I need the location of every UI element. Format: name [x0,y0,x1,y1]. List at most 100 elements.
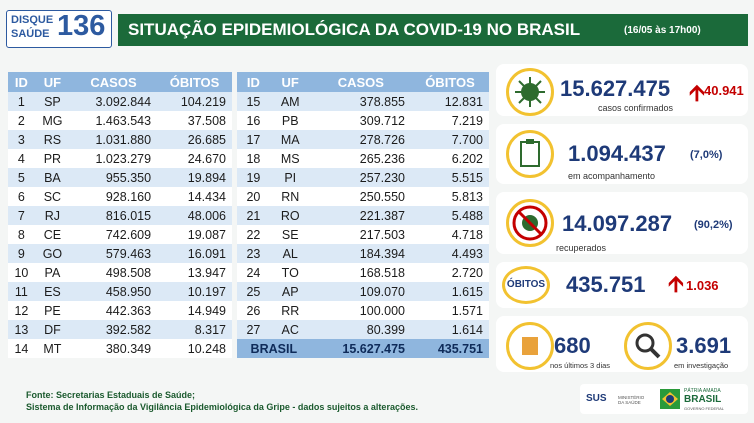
recent-value: 680 [554,333,591,358]
deaths-value: 435.751 [566,272,646,297]
cell: 442.363 [70,301,158,320]
date: (16/05 às 17h00) [624,25,701,36]
cell: PR [34,149,71,168]
table-row: 2 MG 1.463.543 37.508 [8,111,232,130]
header-row: ID UF CASOS ÓBITOS [237,72,489,92]
table-row: 18 MS 265.236 6.202 [237,149,489,168]
virus-icon [506,68,554,116]
logo-number: 136 [57,10,106,42]
recovered-label: recuperados [556,243,607,253]
table-row: 15 AM 378.855 12.831 [237,92,489,111]
cell: 26 [237,301,270,320]
footer-line2: Sistema de Informação da Vigilância Epid… [26,402,418,412]
cell: 7 [8,206,35,225]
cell: 3 [8,130,35,149]
table-row: 4 PR 1.023.279 24.670 [8,149,232,168]
cell: ES [34,282,71,301]
cell: 6 [8,187,35,206]
table-left: ID UF CASOS ÓBITOS 1 SP 3.092.844 104.219 2 MG 1.4… [8,72,232,358]
cell: 184.394 [310,244,411,263]
cell: 1.023.279 [70,149,158,168]
cell: 1.615 [410,282,489,301]
table-row: 5 BA 955.350 19.894 [8,168,232,187]
logos: SUS MINISTÉRIO DA SAÚDE PÁTRIA AMADA BRA… [580,384,748,414]
cell: 48.006 [157,206,232,225]
logo-line2: SAÚDE [11,28,50,40]
cell: MG [34,111,71,130]
cell: RS [34,130,71,149]
up-arrow: 🡩 [689,80,705,105]
cell: 19.894 [157,168,232,187]
table-row: 1 SP 3.092.844 104.219 [8,92,232,111]
cell: 742.609 [70,225,158,244]
cell: 2.720 [410,263,489,282]
column-header: CASOS [70,72,158,92]
table-row: 21 RO 221.387 5.488 [237,206,489,225]
cell: 14.434 [157,187,232,206]
cell: 1.463.543 [70,111,158,130]
cell: 579.463 [70,244,158,263]
cell: RJ [34,206,71,225]
table-right: ID UF CASOS ÓBITOS 15 AM 378.855 12.831 16 PB 309.… [237,72,489,358]
cell: 12.831 [410,92,489,111]
cell: 5 [8,168,35,187]
cell: 265.236 [310,149,411,168]
cell: 13.947 [157,263,232,282]
deaths-increase: 1.036 [686,278,719,293]
cell: 24 [237,263,270,282]
cell: CE [34,225,71,244]
recent-label: nos últimos 3 dias [550,361,611,370]
cell: RN [269,187,311,206]
cell: 25 [237,282,270,301]
column-header: ID [237,72,270,92]
cell: GO [34,244,71,263]
column-header: CASOS [310,72,411,92]
cell: 15.627.475 [310,339,411,358]
cell: 3.092.844 [70,92,158,111]
cell: 217.503 [310,225,411,244]
cell: 10.197 [157,282,232,301]
cell: 14.949 [157,301,232,320]
cell: 23 [237,244,270,263]
table-row: 23 AL 184.394 4.493 [237,244,489,263]
column-header: UF [34,72,71,92]
cell: BA [34,168,71,187]
cell: RO [269,206,311,225]
cell: DF [34,320,71,339]
cell: PA [34,263,71,282]
table-row: 10 PA 498.508 13.947 [8,263,232,282]
cell: AM [269,92,311,111]
brand-line2: BRASIL [684,394,722,405]
table-row: 20 RN 250.550 5.813 [237,187,489,206]
cell: AP [269,282,311,301]
cell: 5.813 [410,187,489,206]
cell: 168.518 [310,263,411,282]
cell: 250.550 [310,187,411,206]
cell: 80.399 [310,320,411,339]
table-row: 14 MT 380.349 10.248 [8,339,232,358]
cell: 20 [237,187,270,206]
cell: 380.349 [70,339,158,358]
cell: PB [269,111,311,130]
table-row: 7 RJ 816.015 48.006 [8,206,232,225]
logo-line1: DISQUE [11,14,54,26]
cell: 16 [237,111,270,130]
up-arrow: 🡩 [668,271,684,296]
investigation-value: 3.691 [676,333,732,358]
cell: 15 [237,92,270,111]
cell: 12 [8,301,35,320]
title: SITUAÇÃO EPIDEMIOLÓGICA DA COVID-19 NO B… [128,20,581,39]
cell: 378.855 [310,92,411,111]
cell: 17 [237,130,270,149]
cell: 109.070 [310,282,411,301]
cell: 4 [8,149,35,168]
table-row: 27 AC 80.399 1.614 [237,320,489,339]
cell: PE [34,301,71,320]
cell: 22 [237,225,270,244]
brand-line1: PÁTRIA AMADA [684,388,721,394]
footer-source: Fonte: Secretarias Estaduais de Saúde; S… [26,389,418,413]
table-row: 12 PE 442.363 14.949 [8,301,232,320]
cell: 21 [237,206,270,225]
confirmed-increase: 40.941 [704,83,744,98]
